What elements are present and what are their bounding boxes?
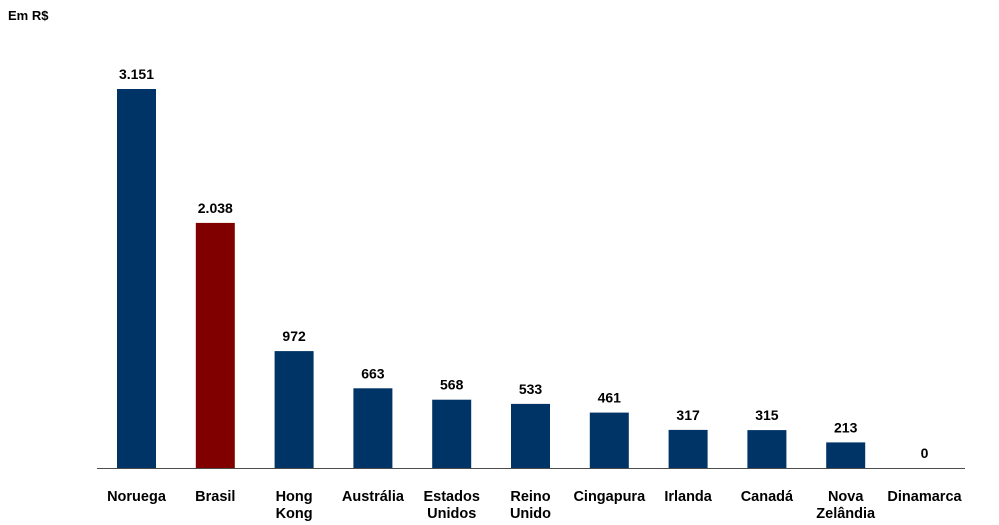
category-label: Estados Unidos xyxy=(423,489,479,522)
bar xyxy=(117,89,156,468)
category-label: Hong Kong xyxy=(276,489,313,522)
unit-label: Em R$ xyxy=(8,8,49,23)
value-label: 315 xyxy=(755,407,779,423)
bar xyxy=(826,442,866,468)
category-label: Cingapura xyxy=(573,489,646,505)
category-label: Irlanda xyxy=(664,489,712,505)
category-label: Canadá xyxy=(741,489,794,505)
value-label: 533 xyxy=(519,381,543,397)
category-label: Dinamarca xyxy=(887,489,962,505)
value-label: 2.038 xyxy=(198,200,233,216)
value-label: 461 xyxy=(598,390,622,406)
bar xyxy=(432,399,472,468)
value-label: 317 xyxy=(676,407,700,423)
category-labels-group: Noruega Brasil Hong Kong Austrália Estados Uni… xyxy=(107,489,962,522)
bar xyxy=(668,429,708,468)
value-label: 0 xyxy=(921,445,929,461)
category-label: Nova Zelândia xyxy=(816,489,876,522)
bar xyxy=(353,388,393,468)
value-label: 568 xyxy=(440,377,464,393)
bar xyxy=(511,403,550,468)
category-label: Brasil xyxy=(195,489,235,505)
bars-group xyxy=(117,89,866,468)
category-label: Austrália xyxy=(342,489,405,505)
value-label: 972 xyxy=(282,328,306,344)
bar xyxy=(195,222,235,468)
value-labels-group: 3.151 2.038 972 663 568 533 461 317 315 213 0 xyxy=(119,66,929,461)
value-label: 663 xyxy=(361,365,385,381)
category-label: Noruega xyxy=(107,489,167,505)
category-label: Reino Unido xyxy=(510,489,551,522)
bar xyxy=(747,430,787,468)
bar xyxy=(274,351,314,468)
bar xyxy=(589,412,629,468)
value-label: 3.151 xyxy=(119,66,154,82)
value-label: 213 xyxy=(834,419,858,435)
